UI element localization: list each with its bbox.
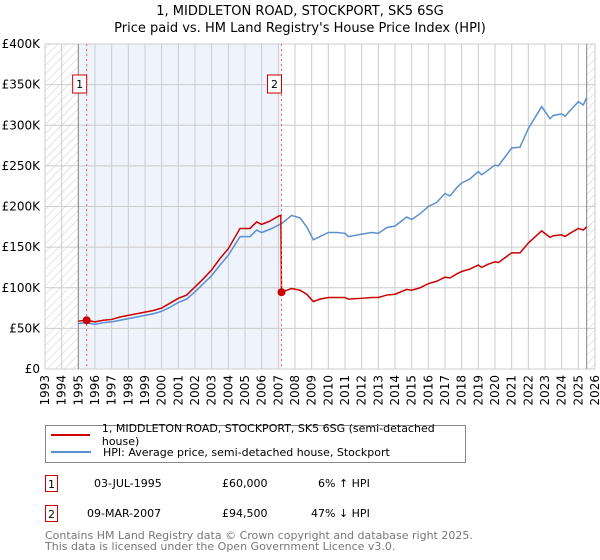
x-tick-label: 2019 [471,375,485,406]
x-tick-label: 2017 [438,375,452,406]
x-tick-label: 2007 [271,375,285,406]
legend-label: 1, MIDDLETON ROAD, STOCKPORT, SK5 6SG (s… [101,422,435,448]
x-tick-label: 2021 [505,375,519,406]
y-tick-label: £250K [2,159,42,173]
legend-item-hpi: HPI: Average price, semi-detached house,… [46,444,390,460]
x-tick-label: 2020 [488,375,502,406]
x-tick-label: 2012 [355,375,369,406]
x-tick-label: 2002 [188,375,202,406]
x-tick-label: 2006 [255,375,269,406]
marker-badge: 1 [45,475,58,492]
y-tick-label: £150K [2,240,42,254]
footer: Contains HM Land Registry data © Crown c… [45,530,473,552]
chart-title: 1, MIDDLETON ROAD, STOCKPORT, SK5 6SG [156,4,444,19]
legend: 1, MIDDLETON ROAD, STOCKPORT, SK5 6SG (s… [45,422,466,463]
x-tick-label: 2018 [455,375,469,406]
price-chart: 1993 1994 1995 1996 1997 1998 1999 2000 2001 2002… [2,37,600,406]
y-tick-label: £400K [2,37,42,51]
x-tick-label: 2026 [588,375,600,406]
x-tick-label: 1996 [88,375,102,406]
chart-subtitle: Price paid vs. HM Land Registry's House … [114,21,486,36]
x-tick-label: 2022 [521,375,535,406]
x-tick-label: 1993 [38,375,52,406]
x-tick-label: 2003 [205,375,219,406]
x-tick-label: 2023 [538,375,552,406]
x-tick-label: 2000 [155,375,169,406]
x-tick-label: 1998 [121,375,135,406]
marker-badge: 2 [45,505,58,522]
x-tick-label: 1995 [71,375,85,406]
transaction-price: £60,000 [222,477,268,490]
x-tick-label: 2014 [388,375,402,406]
x-tick-label: 2016 [421,375,435,406]
y-tick-label: £100K [2,281,42,295]
y-tick-label: £200K [2,200,42,214]
sale-marker-label: 2 [271,78,278,91]
y-tick-label: £50K [9,321,41,335]
x-tick-label: 2001 [171,375,185,406]
transaction-hpi-diff: 6% ↑ HPI [318,477,370,490]
y-tick-label: £350K [2,78,42,92]
x-tick-label: 1999 [138,375,152,406]
x-tick-label: 2013 [371,375,385,406]
transaction-row: 1 03-JUL-1995 £60,000 6% ↑ HPI [0,475,600,493]
x-tick-label: 2025 [571,375,585,406]
blue-line-swatch [51,451,91,453]
x-tick-label: 2024 [555,375,569,406]
sale-marker-box [267,74,282,94]
copyright-text: Contains HM Land Registry data © Crown c… [45,529,473,542]
x-tick-label: 2004 [221,375,235,406]
x-tick-label: 2005 [238,375,252,406]
x-tick-label: 2009 [305,375,319,406]
x-tick-label: 1997 [105,375,119,406]
transaction-date: 09-MAR-2007 [87,507,162,520]
transaction-row: 2 09-MAR-2007 £94,500 47% ↓ HPI [0,505,600,523]
y-tick-label: £300K [2,118,42,132]
x-tick-label: 1994 [55,375,69,406]
legend-item-property: 1, MIDDLETON ROAD, STOCKPORT, SK5 6SG (s… [46,422,465,448]
hpi-series-line [78,97,588,326]
x-tick-label: 2010 [321,375,335,406]
sale-marker-label: 1 [76,78,83,91]
transaction-price: £94,500 [222,507,268,520]
transaction-hpi-diff: 47% ↓ HPI [311,507,370,520]
property-series-line [78,214,588,323]
x-tick-label: 2008 [288,375,302,406]
legend-label: HPI: Average price, semi-detached house,… [103,445,390,459]
x-tick-label: 2011 [338,375,352,406]
sale-marker-box [72,74,88,94]
sale-point [277,288,286,297]
red-line-swatch [51,434,90,436]
y-tick-label: £0 [25,362,40,376]
sale-point [82,316,91,325]
licence-text: This data is licensed under the Open Gov… [45,540,396,553]
transaction-date: 03-JUL-1995 [94,477,162,490]
x-tick-label: 2015 [405,375,419,406]
